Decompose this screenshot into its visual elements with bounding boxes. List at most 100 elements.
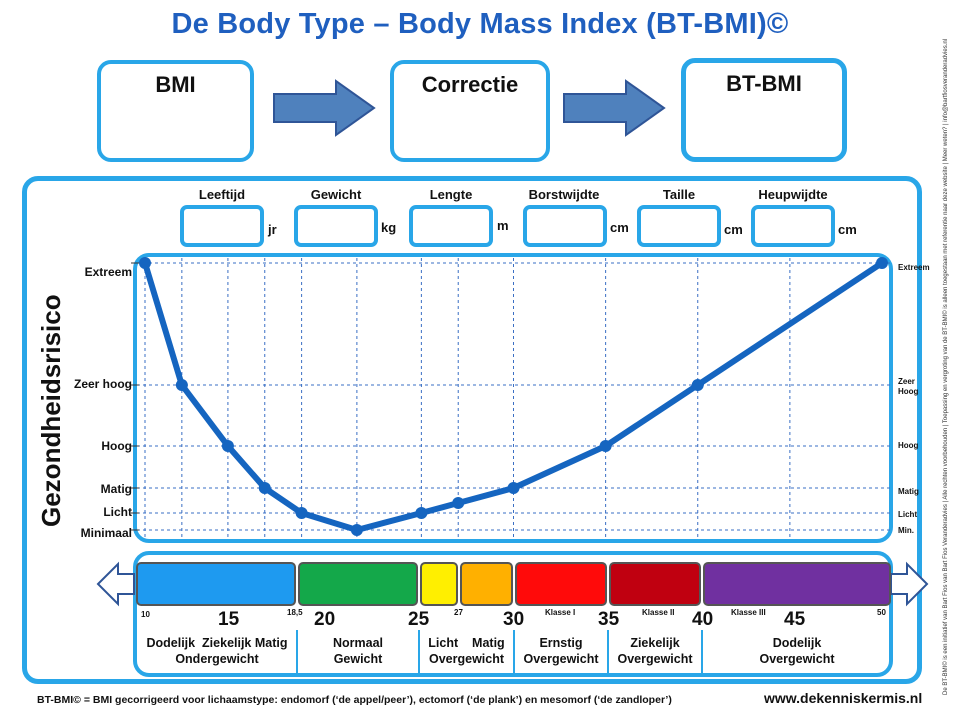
tick-10: 10: [141, 610, 150, 619]
klasse-2-label: Klasse II: [642, 608, 675, 617]
lengte-label: Lengte: [429, 187, 473, 202]
data-point: [507, 482, 520, 494]
divider: [296, 630, 298, 674]
tick-18-5: 18,5: [287, 608, 303, 617]
tick-15: 15: [218, 609, 240, 630]
gewicht-label: Gewicht: [310, 187, 362, 202]
leeftijd-unit: jr: [268, 222, 277, 237]
category-line: Licht Matig: [428, 636, 505, 650]
category-line: Ernstig: [539, 636, 583, 650]
footer-site[interactable]: www.dekenniskermis.nl: [764, 690, 923, 706]
data-point: [876, 257, 888, 269]
leeftijd-field[interactable]: [180, 205, 264, 247]
y-level-right-hoog: Hoog: [898, 441, 919, 450]
category-line: Ondergewicht: [175, 652, 259, 666]
data-point: [350, 524, 363, 536]
bt-bmi-box-label: BT-BMI: [726, 71, 802, 96]
leeftijd-label: Leeftijd: [198, 187, 246, 202]
category-ziekelijk: Ziekelijk Overgewicht: [609, 635, 701, 667]
y-level-minimaal: Minimaal: [80, 526, 132, 540]
data-point: [175, 379, 188, 391]
category-normaal: Normaal Gewicht: [298, 635, 418, 667]
lengte-field[interactable]: [409, 205, 493, 247]
bmi-box-label: BMI: [155, 72, 196, 97]
arrow-right-icon: [890, 561, 929, 607]
taille-field[interactable]: [637, 205, 721, 247]
data-point: [295, 507, 308, 519]
klasse-3-label: Klasse III: [731, 608, 766, 617]
page-title: De Body Type – Body Mass Index (BT-BMI)©: [171, 8, 789, 40]
y-level-hoog: Hoog: [101, 439, 132, 453]
divider: [607, 630, 609, 674]
data-point: [221, 440, 234, 452]
data-point: [139, 257, 151, 269]
gewicht-unit: kg: [381, 220, 397, 235]
y-level-right-matig: Matig: [898, 487, 919, 496]
data-point: [415, 507, 428, 519]
category-line: Overgewicht: [428, 652, 505, 666]
scale-panel: [133, 551, 893, 677]
y-level-right-min: Min.: [898, 526, 914, 535]
category-line: Normaal: [332, 636, 384, 650]
borstwijdte-unit: cm: [610, 220, 629, 235]
bt-bmi-box: BT-BMI: [681, 58, 847, 162]
category-ernstig: Ernstig Overgewicht: [515, 635, 607, 667]
category-line: Overgewicht: [759, 652, 835, 666]
klasse-1-label: Klasse I: [545, 608, 576, 617]
tick-35: 35: [598, 609, 620, 630]
heupwijdte-unit: cm: [838, 222, 857, 237]
correctie-box: Correctie: [390, 60, 550, 162]
tick-27: 27: [454, 608, 463, 617]
divider: [513, 630, 515, 674]
band-ondergewicht: [136, 562, 296, 606]
borstwijdte-label: Borstwijdte: [528, 187, 600, 202]
tick-45: 45: [784, 609, 806, 630]
category-line: Dodelijk Ziekelijk Matig: [146, 636, 288, 650]
heupwijdte-field[interactable]: [751, 205, 835, 247]
category-line: Gewicht: [333, 652, 383, 666]
data-point: [599, 440, 612, 452]
footer-note: BT-BMI© = BMI gecorrigeerd voor lichaams…: [37, 694, 672, 706]
data-point: [691, 379, 704, 391]
taille-label: Taille: [662, 187, 696, 202]
gewicht-field[interactable]: [294, 205, 378, 247]
tick-50: 50: [877, 608, 886, 617]
borstwijdte-field[interactable]: [523, 205, 607, 247]
y-level-licht: Licht: [103, 505, 132, 519]
y-level-right-extreem: Extreem: [898, 263, 930, 272]
y-level-right-zeer-hoog: Zeer Hoog: [898, 377, 919, 396]
data-point: [258, 482, 271, 494]
category-dodelijk: Dodelijk Overgewicht: [703, 635, 891, 667]
y-level-right-licht: Licht: [898, 510, 918, 519]
arrow-right-icon: [563, 79, 666, 137]
divider: [701, 630, 703, 674]
risk-curve-line: [142, 260, 885, 533]
arrow-left-icon: [96, 561, 135, 607]
tick-25: 25: [408, 609, 430, 630]
correctie-box-label: Correctie: [421, 72, 519, 97]
arrow-right-icon: [273, 79, 376, 137]
category-line: Overgewicht: [617, 652, 693, 666]
main-panel: [22, 176, 922, 684]
side-copyright: De BT-BMI© is een initiatief van Bart Fi…: [943, 38, 949, 695]
band-ernstig: [515, 562, 607, 606]
band-licht: [420, 562, 458, 606]
category-line: Overgewicht: [523, 652, 599, 666]
tick-40: 40: [692, 609, 714, 630]
taille-unit: cm: [724, 222, 743, 237]
divider: [418, 630, 420, 674]
y-level-zeer-hoog: Zeer hoog: [73, 377, 132, 391]
category-overgewicht: Licht Matig Overgewicht: [420, 635, 513, 667]
band-matig: [460, 562, 513, 606]
bmi-box: BMI: [97, 60, 254, 162]
band-normaal: [298, 562, 418, 606]
band-dodelijk: [703, 562, 891, 606]
category-ondergewicht: Dodelijk Ziekelijk Matig Ondergewicht: [138, 635, 296, 667]
category-line: Ziekelijk: [630, 636, 680, 650]
chart-panel: [133, 253, 893, 543]
lengte-unit: m: [497, 218, 509, 233]
category-line: Dodelijk: [772, 636, 822, 650]
band-ziekelijk: [609, 562, 701, 606]
y-level-extreem: Extreem: [84, 265, 132, 279]
